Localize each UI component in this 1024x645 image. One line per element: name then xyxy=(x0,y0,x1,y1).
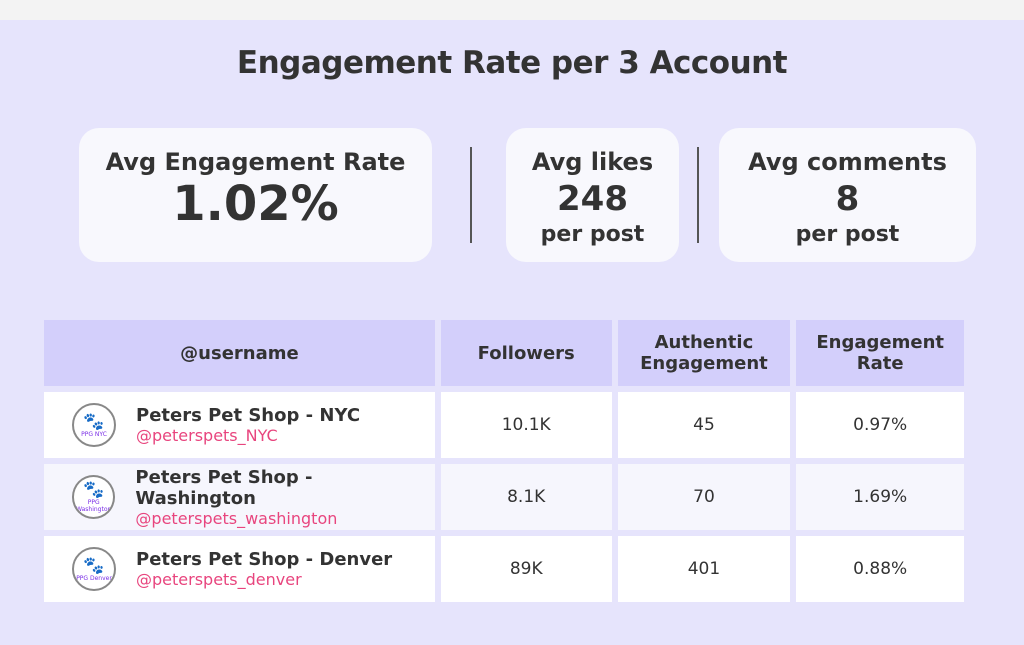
avatar: 🐾 PPG Denver xyxy=(72,547,116,591)
stat-value: 1.02% xyxy=(172,176,339,232)
avatar: 🐾 PPG Washington xyxy=(72,475,116,519)
account-handle[interactable]: @peterspets_washington xyxy=(135,508,338,528)
account-name: Peters Pet Shop - NYC xyxy=(136,405,361,426)
table-row: 🐾 PPG Washington Peters Pet Shop - Washin… xyxy=(44,464,964,530)
stat-label: Avg comments xyxy=(748,148,947,176)
stat-label: Avg likes xyxy=(531,148,654,176)
divider xyxy=(470,147,472,243)
avatar: 🐾 PPG NYC xyxy=(72,403,116,447)
avatar-text: PPG Denver xyxy=(76,574,112,582)
avg-likes-card: Avg likes 248 per post xyxy=(506,128,679,262)
table-row: 🐾 PPG Denver Peters Pet Shop - Denver @pe… xyxy=(44,536,964,602)
account-handle[interactable]: @peterspets_NYC xyxy=(136,426,278,445)
paw-icon: 🐾 xyxy=(83,480,105,500)
accounts-table: @username Followers Authentic Engagement… xyxy=(38,314,970,608)
rate-cell: 0.97% xyxy=(796,392,964,458)
account-cell[interactable]: 🐾 PPG Denver Peters Pet Shop - Denver @pe… xyxy=(44,547,435,591)
stat-value: 8 xyxy=(835,179,860,219)
rate-cell: 0.88% xyxy=(796,536,964,602)
divider xyxy=(697,147,699,243)
stat-unit: per post xyxy=(795,222,900,247)
rate-cell: 1.69% xyxy=(796,464,964,530)
account-cell[interactable]: 🐾 PPG Washington Peters Pet Shop - Washin… xyxy=(44,467,435,528)
authentic-cell: 45 xyxy=(617,392,791,458)
header-username: @username xyxy=(44,320,435,386)
paw-icon: 🐾 xyxy=(83,411,105,432)
table-header-row: @username Followers Authentic Engagement… xyxy=(44,320,964,386)
authentic-cell: 70 xyxy=(617,464,791,530)
avg-comments-card: Avg comments 8 per post xyxy=(719,128,976,262)
avatar-text: PPG Washington xyxy=(76,499,112,513)
header-authentic-engagement: Authentic Engagement xyxy=(617,320,791,386)
avatar-text: PPG NYC xyxy=(81,430,107,438)
avg-engagement-card: Avg Engagement Rate 1.02% xyxy=(79,128,432,262)
account-name: Peters Pet Shop - Washington xyxy=(135,466,313,509)
header-followers: Followers xyxy=(440,320,612,386)
stat-value: 248 xyxy=(557,179,628,219)
header-engagement-rate: Engagement Rate xyxy=(796,320,964,386)
table-row: 🐾 PPG NYC Peters Pet Shop - NYC @peterspe… xyxy=(44,392,964,458)
paw-icon: 🐾 xyxy=(83,555,105,576)
stat-unit: per post xyxy=(540,222,645,247)
followers-cell: 10.1K xyxy=(440,392,612,458)
account-handle[interactable]: @peterspets_denver xyxy=(136,570,302,589)
stat-label: Avg Engagement Rate xyxy=(105,148,406,176)
authentic-cell: 401 xyxy=(617,536,791,602)
followers-cell: 89K xyxy=(440,536,612,602)
account-name: Peters Pet Shop - Denver xyxy=(136,549,393,570)
page-title: Engagement Rate per 3 Account xyxy=(236,45,788,81)
followers-cell: 8.1K xyxy=(440,464,612,530)
account-cell[interactable]: 🐾 PPG NYC Peters Pet Shop - NYC @peterspe… xyxy=(44,403,435,447)
